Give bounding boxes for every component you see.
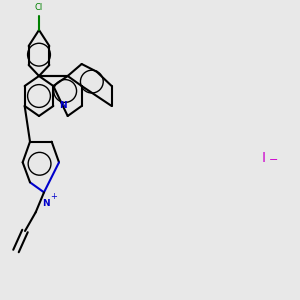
Text: I: I bbox=[262, 151, 266, 164]
Text: N: N bbox=[42, 199, 49, 208]
Text: +: + bbox=[51, 192, 58, 201]
Text: N: N bbox=[59, 101, 67, 110]
Text: −: − bbox=[268, 154, 278, 165]
Text: Cl: Cl bbox=[35, 3, 43, 12]
